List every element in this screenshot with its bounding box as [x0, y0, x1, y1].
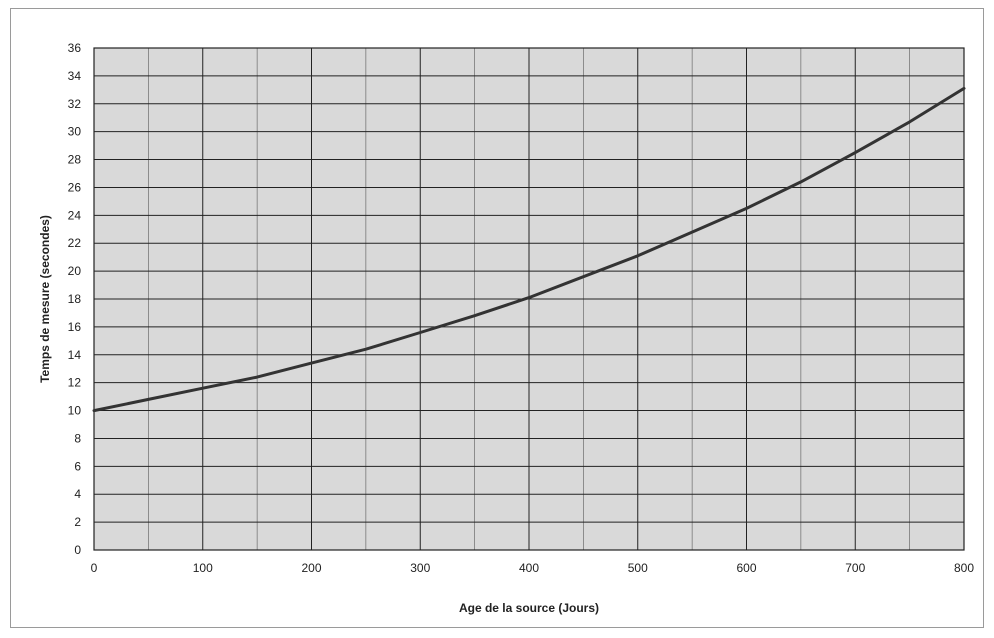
- x-tick-label: 800: [954, 561, 974, 575]
- x-tick-label: 0: [91, 561, 98, 575]
- x-tick-labels: 0 100 200 300 400 500 600 700 800: [91, 561, 975, 575]
- y-tick-label: 34: [68, 69, 82, 83]
- series-line: [92, 86, 966, 413]
- y-tick-label: 6: [74, 459, 81, 473]
- y-tick-label: 36: [68, 41, 82, 55]
- y-tick-label: 14: [68, 348, 82, 362]
- x-axis-label: Age de la source (Jours): [459, 601, 599, 615]
- x-tick-label: 500: [628, 561, 648, 575]
- y-tick-label: 4: [74, 487, 81, 501]
- x-tick-label: 600: [736, 561, 756, 575]
- y-tick-label: 30: [68, 125, 82, 139]
- y-tick-label: 32: [68, 97, 82, 111]
- plot-frame: [93, 47, 965, 551]
- y-tick-label: 20: [68, 264, 82, 278]
- chart-figure: 0 2 4 6 8 10 12 14 16 18 20 22 24 26 28 30 32 34 36 0 100 20…: [10, 8, 984, 628]
- y-tick-label: 26: [68, 180, 82, 194]
- grid: [93, 47, 965, 551]
- y-tick-label: 24: [68, 208, 82, 222]
- series-layer: [92, 86, 966, 413]
- x-tick-label: 400: [519, 561, 539, 575]
- y-tick-label: 16: [68, 320, 82, 334]
- y-tick-label: 28: [68, 153, 82, 167]
- x-tick-label: 700: [845, 561, 865, 575]
- y-axis-label: Temps de mesure (secondes): [38, 215, 52, 383]
- y-tick-label: 10: [68, 404, 82, 418]
- x-tick-label: 300: [410, 561, 430, 575]
- y-tick-label: 8: [74, 431, 81, 445]
- y-tick-label: 22: [68, 236, 82, 250]
- y-tick-label: 18: [68, 292, 82, 306]
- y-tick-label: 2: [74, 515, 81, 529]
- x-tick-label: 200: [301, 561, 321, 575]
- y-tick-label: 0: [74, 543, 81, 557]
- y-tick-label: 12: [68, 376, 82, 390]
- x-tick-label: 100: [193, 561, 213, 575]
